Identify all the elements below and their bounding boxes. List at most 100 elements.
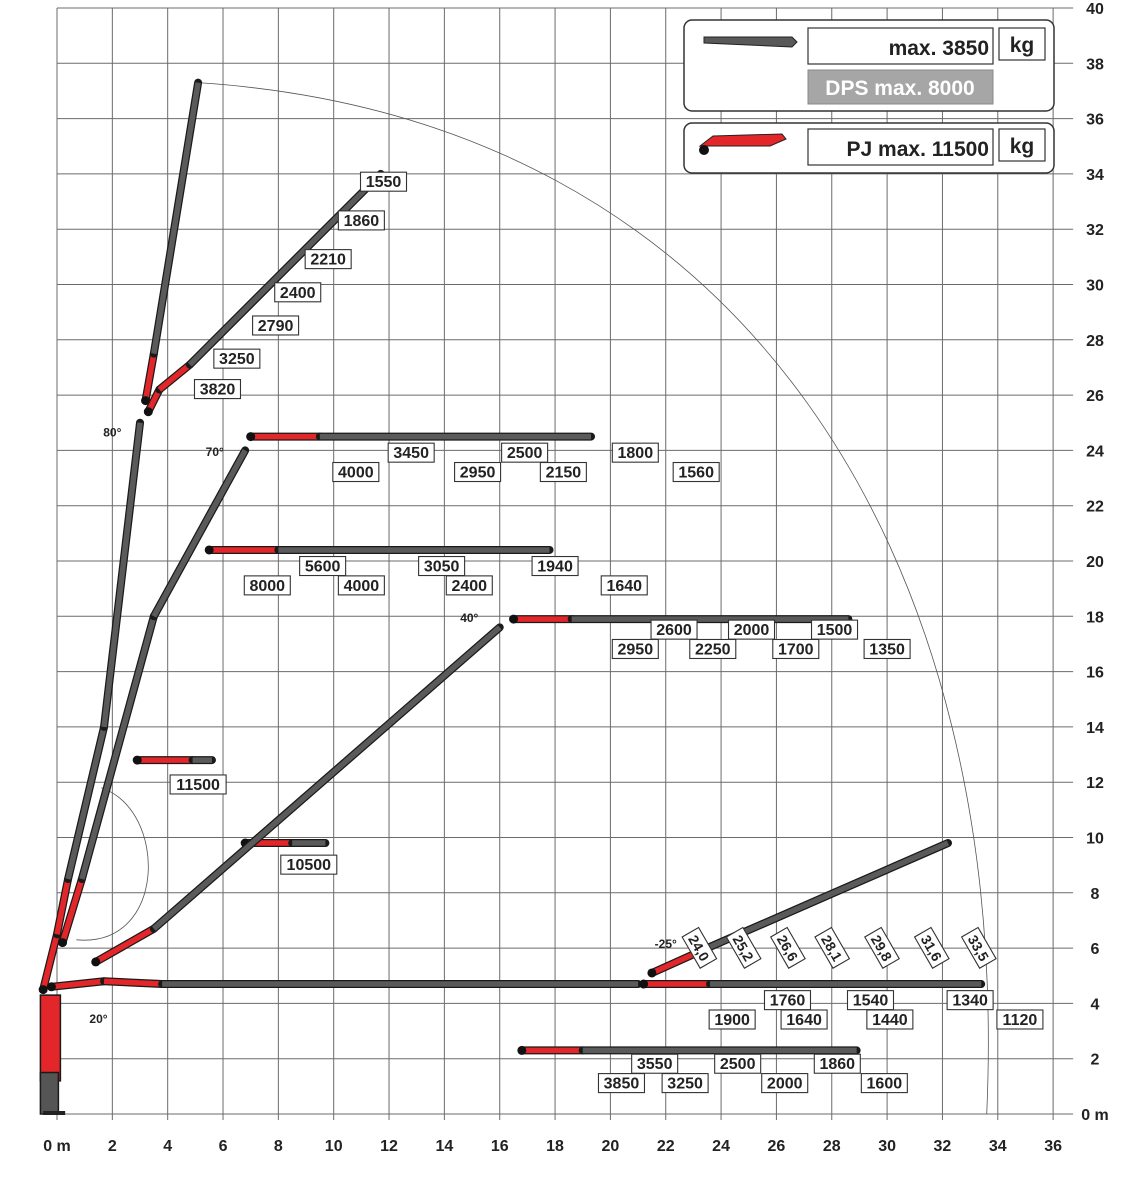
- x-tick-label: 28: [823, 1138, 841, 1155]
- load-label: 1550: [366, 174, 402, 191]
- load-label-box: [501, 442, 549, 463]
- load-label: 1340: [952, 993, 988, 1010]
- y-tick-label: 18: [1086, 609, 1104, 626]
- x-tick-label: 14: [435, 1138, 453, 1155]
- load-label-box: [274, 282, 322, 303]
- load-label: 3550: [637, 1056, 673, 1073]
- load-label: 1900: [714, 1012, 750, 1029]
- load-label-box: [337, 210, 385, 231]
- load-label-box: [650, 619, 698, 640]
- legend-pj-unit: kg: [1010, 135, 1035, 158]
- load-label-box: [387, 442, 435, 463]
- x-tick-label: 16: [491, 1138, 509, 1155]
- load-label-box: [597, 1073, 646, 1094]
- load-label-box: [810, 619, 859, 640]
- x-tick-label: 32: [934, 1138, 952, 1155]
- y-tick-label: 14: [1086, 720, 1104, 737]
- reach-label-box: [725, 926, 762, 969]
- load-label-box: [243, 575, 291, 596]
- load-label: 1860: [344, 213, 380, 230]
- load-label-box: [418, 555, 466, 577]
- y-tick-label: 36: [1086, 112, 1104, 129]
- load-label: 2400: [280, 285, 316, 302]
- load-label: 4000: [344, 578, 380, 595]
- reach-label-box: [769, 926, 806, 969]
- load-label-box: [531, 555, 579, 577]
- load-label: 2250: [695, 641, 731, 658]
- load-label-box: [280, 854, 338, 875]
- crane-base-plate: [43, 1111, 66, 1115]
- x-tick-label: 10: [325, 1138, 343, 1155]
- boom-80-segment: [65, 726, 107, 880]
- load-label: 1560: [678, 465, 714, 482]
- load-label-box: [631, 1053, 679, 1074]
- y-tick-label: 22: [1086, 499, 1104, 516]
- load-label-box: [996, 1009, 1044, 1030]
- jib-12m-pivot: [132, 755, 142, 765]
- load-label: 1440: [872, 1012, 908, 1029]
- load-label: 3050: [424, 559, 460, 576]
- x-tick-label: 20: [602, 1138, 620, 1155]
- y-tick-label: 24: [1086, 443, 1104, 460]
- load-label: 1760: [770, 993, 806, 1010]
- legend-main-label-box: [807, 27, 994, 65]
- load-label-box: [689, 638, 737, 660]
- y-tick-label: 28: [1086, 333, 1104, 350]
- y-tick-label: 12: [1086, 775, 1104, 792]
- legend-pj-pivot-icon: [699, 145, 709, 155]
- load-label-box: [727, 619, 776, 640]
- boom-80-segment: [101, 422, 143, 728]
- x-tick-label: 18: [546, 1138, 564, 1155]
- load-label: 11500: [176, 777, 220, 794]
- load-label-box: [304, 249, 352, 270]
- load-label-box: [708, 1009, 756, 1030]
- load-label-box: [600, 575, 648, 596]
- load-label: 3850: [604, 1076, 640, 1093]
- load-label-box: [454, 461, 502, 483]
- boom-70-segment: [151, 449, 248, 618]
- jib-2m-pivot: [517, 1045, 527, 1055]
- x-tick-label: 6: [219, 1138, 228, 1155]
- load-label-box: [813, 1053, 861, 1074]
- x-tick-label: 0 m: [43, 1138, 71, 1155]
- y-tick-label: 34: [1086, 167, 1104, 184]
- y-tick-label: 30: [1086, 278, 1104, 295]
- angle-label: 40°: [460, 611, 478, 625]
- reach-label-box: [913, 926, 950, 969]
- jib-20m-pivot: [204, 545, 214, 555]
- load-label-box: [611, 638, 659, 660]
- y-tick-label: 26: [1086, 388, 1104, 405]
- load-label: 1860: [819, 1056, 855, 1073]
- crane-base: [39, 994, 66, 1115]
- load-label: 3820: [200, 382, 236, 399]
- load-label: 2950: [618, 641, 654, 658]
- x-tick-label: 2: [108, 1138, 117, 1155]
- load-label-box: [252, 315, 300, 336]
- load-label: 3450: [393, 445, 429, 462]
- y-tick-label: 32: [1086, 222, 1104, 239]
- x-tick-label: 12: [380, 1138, 398, 1155]
- load-label-box: [761, 1073, 809, 1094]
- load-label: 1940: [537, 559, 573, 576]
- load-label-box: [169, 774, 227, 795]
- boom-70-segment: [59, 878, 85, 944]
- load-label: 1640: [606, 578, 642, 595]
- angle-label: -25°: [655, 937, 677, 951]
- legend-pj-boom-icon: [698, 133, 787, 147]
- crane-column: [39, 994, 62, 1082]
- angle-labels: 80° 70° 40° 20° -25°: [89, 426, 677, 1026]
- jib-minus25-pivot: [647, 968, 657, 978]
- y-tick-label: 20: [1086, 554, 1104, 571]
- angle-label: 20°: [89, 1012, 107, 1026]
- boom-70-pivot: [58, 938, 68, 948]
- x-tick-label: 24: [712, 1138, 730, 1155]
- x-tick-label: 36: [1044, 1138, 1062, 1155]
- legend-dps-label: DPS max. 8000: [825, 77, 974, 100]
- boom-80-pivot: [38, 985, 48, 995]
- jib-vertical-pivot: [141, 396, 151, 406]
- legend-dps-box: [807, 69, 994, 105]
- load-label: 2000: [734, 622, 770, 639]
